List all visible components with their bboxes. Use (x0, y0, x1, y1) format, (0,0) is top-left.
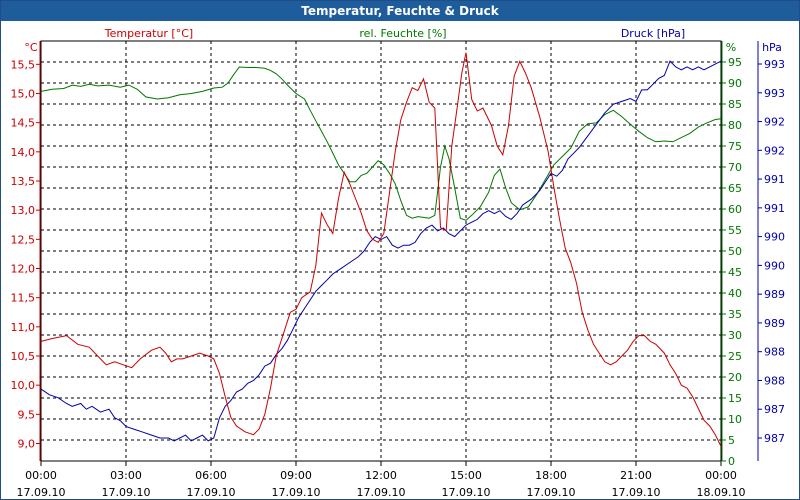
pressure-series-line (40, 60, 722, 442)
pressure-tick-label: 991 (764, 202, 785, 215)
pressure-unit-label: hPa (762, 41, 782, 54)
humidity-tick-label: 70 (728, 161, 742, 174)
x-tick-time-label: 18:00 (535, 469, 567, 482)
chart-area: 9,0 9,5 10,0 10,5 11,0 11,5 12,0 12,5 13,0 13,5 14… (11, 27, 786, 499)
humidity-tick-label: 45 (728, 266, 742, 279)
humidity-tick-label: 50 (728, 245, 742, 258)
humidity-tick-label: 35 (728, 308, 742, 321)
x-tick-time-label: 00:00 (25, 469, 57, 482)
temperature-tick-label: 10,5 (11, 350, 36, 363)
temperature-series-line (40, 52, 722, 447)
temperature-tick-label: 10,0 (11, 379, 36, 392)
humidity-tick-label: 30 (728, 329, 742, 342)
pressure-series-label: Druck [hPa] (621, 27, 685, 40)
pressure-tick-label: 990 (764, 259, 785, 272)
x-tick-date-label: 17.09.10 (527, 486, 576, 499)
temperature-series-label: Temperatur [°C] (104, 27, 193, 40)
x-tick-time-label: 12:00 (365, 469, 397, 482)
humidity-tick-label: 75 (728, 140, 742, 153)
pressure-tick-label: 991 (764, 173, 785, 186)
pressure-tick-label: 990 (764, 231, 785, 244)
x-tick-date-label: 17.09.10 (612, 486, 661, 499)
window-title: Temperatur, Feuchte & Druck (1, 1, 799, 21)
humidity-tick-label: 90 (728, 77, 742, 90)
humidity-tick-label: 60 (728, 203, 742, 216)
temperature-tick-label: 11,0 (11, 321, 36, 334)
x-tick-date-label: 17.09.10 (17, 486, 66, 499)
temperature-tick-label: 15,0 (11, 88, 36, 101)
humidity-unit-label: % (726, 41, 736, 54)
x-tick-time-label: 03:00 (110, 469, 142, 482)
humidity-tick-label: 85 (728, 98, 742, 111)
temperature-tick-label: 14,5 (11, 117, 36, 130)
humidity-tick-label: 65 (728, 182, 742, 195)
humidity-tick-label: 10 (728, 413, 742, 426)
pressure-tick-label: 987 (764, 403, 785, 416)
temperature-tick-label: 12,0 (11, 263, 36, 276)
humidity-tick-label: 40 (728, 287, 742, 300)
humidity-tick-label: 0 (728, 455, 735, 468)
pressure-tick-label: 992 (764, 144, 785, 157)
temperature-tick-label: 15,5 (11, 58, 36, 71)
x-tick-time-label: 00:00 (705, 469, 737, 482)
x-tick-date-label: 17.09.10 (187, 486, 236, 499)
x-tick-date-label: 17.09.10 (102, 486, 151, 499)
x-tick-date-label: 17.09.10 (357, 486, 406, 499)
temperature-tick-label: 13,0 (11, 204, 36, 217)
humidity-tick-label: 25 (728, 350, 742, 363)
pressure-tick-label: 992 (764, 116, 785, 129)
pressure-tick-label: 993 (764, 87, 785, 100)
humidity-tick-label: 55 (728, 224, 742, 237)
pressure-tick-label: 987 (764, 432, 785, 445)
pressure-tick-label: 993 (764, 58, 785, 71)
x-tick-time-label: 06:00 (195, 469, 227, 482)
temperature-tick-label: 9,0 (18, 438, 36, 451)
temperature-tick-label: 9,5 (18, 408, 36, 421)
humidity-tick-label: 5 (728, 434, 735, 447)
humidity-tick-label: 80 (728, 119, 742, 132)
x-tick-date-label: 17.09.10 (272, 486, 321, 499)
humidity-tick-label: 20 (728, 371, 742, 384)
temperature-unit-label: °C (24, 41, 38, 54)
x-tick-date-label: 17.09.10 (442, 486, 491, 499)
temperature-tick-label: 11,5 (11, 292, 36, 305)
x-tick-date-label: 18.09.10 (697, 486, 746, 499)
temperature-tick-label: 14,0 (11, 146, 36, 159)
x-tick-time-label: 15:00 (450, 469, 482, 482)
pressure-tick-label: 988 (764, 374, 785, 387)
x-tick-time-label: 21:00 (620, 469, 652, 482)
pressure-tick-label: 988 (764, 346, 785, 359)
humidity-series-label: rel. Feuchte [%] (359, 27, 446, 40)
temperature-tick-label: 13,5 (11, 175, 36, 188)
pressure-tick-label: 989 (764, 288, 785, 301)
pressure-tick-label: 989 (764, 317, 785, 330)
x-tick-time-label: 09:00 (280, 469, 312, 482)
humidity-tick-label: 15 (728, 392, 742, 405)
temperature-tick-label: 12,5 (11, 233, 36, 246)
humidity-tick-label: 95 (728, 56, 742, 69)
humidity-series-line (40, 66, 722, 221)
